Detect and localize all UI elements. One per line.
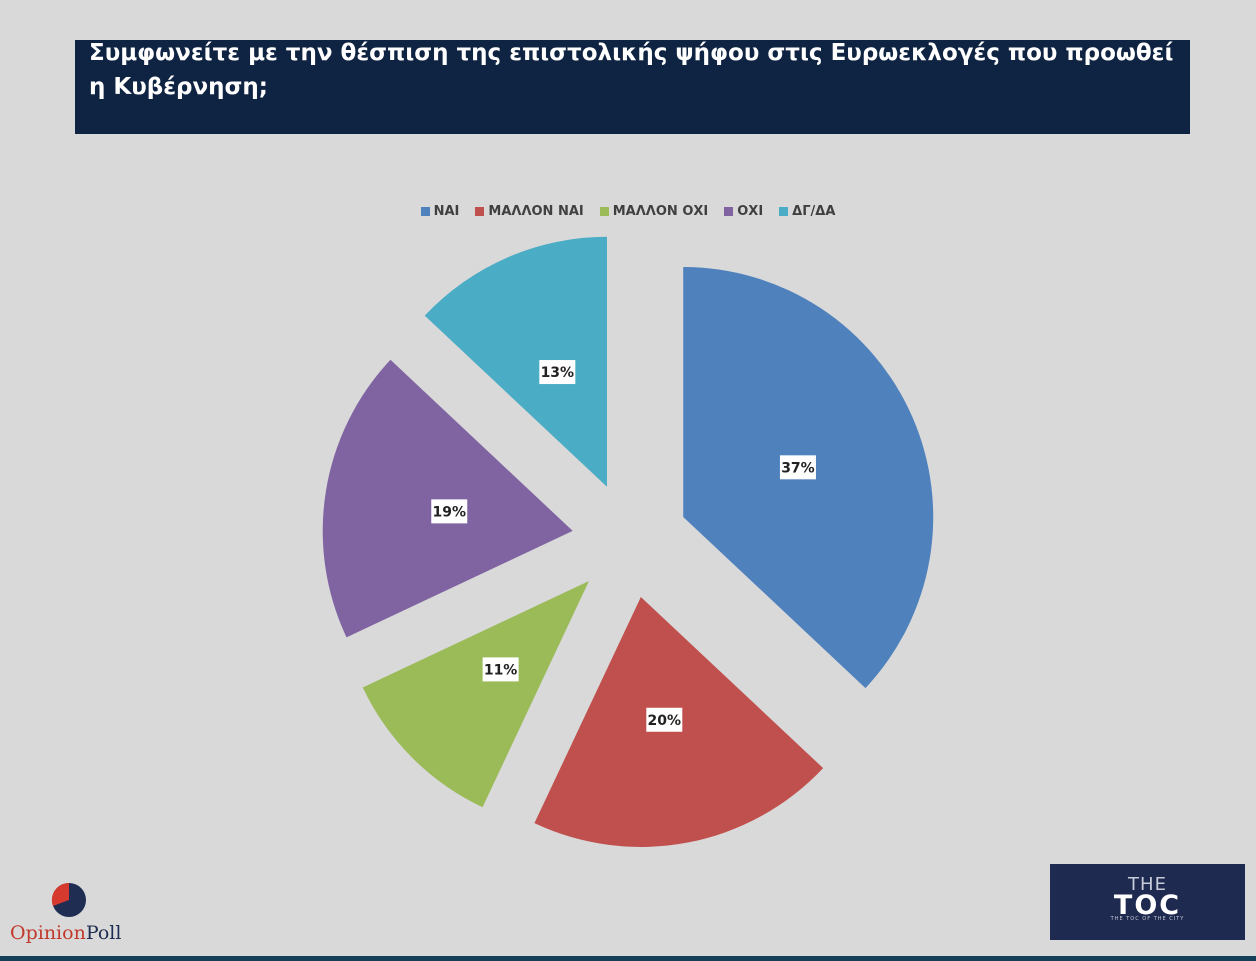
- the-toc-logo-sub: THE TOC OF THE CITY: [1110, 916, 1185, 922]
- pie-slice-4: [424, 236, 607, 487]
- opinionpoll-logo-text: OpinionPoll: [10, 922, 121, 944]
- legend-label-1: ΜΑΛΛΟΝ ΝΑΙ: [488, 204, 584, 219]
- legend-label-2: ΜΑΛΛΟΝ ΟΧΙ: [612, 204, 709, 219]
- the-toc-logo-the: THE: [1128, 874, 1167, 895]
- legend-swatch-4: [779, 207, 789, 216]
- data-label-bg-2: [482, 657, 519, 682]
- legend-item-0: ΝΑΙ: [420, 204, 460, 219]
- data-label-3: 19%: [431, 499, 468, 524]
- data-label-text-3: 19%: [432, 504, 466, 520]
- pie-slice-3: [322, 359, 573, 638]
- data-label-text-4: 13%: [541, 365, 575, 381]
- chart-legend: ΝΑΙ ΜΑΛΛΟΝ ΝΑΙ ΜΑΛΛΟΝ ΟΧΙ ΟΧΙ ΔΓ/ΔΑ: [0, 204, 1256, 219]
- legend-label-3: ΟΧΙ: [737, 204, 764, 219]
- opinionpoll-logo-poll: Poll: [85, 922, 122, 944]
- legend-swatch-1: [475, 207, 485, 216]
- data-label-1: 20%: [646, 707, 683, 732]
- data-label-2: 11%: [482, 657, 519, 682]
- the-toc-logo-main: TOC: [1113, 890, 1182, 921]
- title-bar: Συμφωνείτε με την θέσπιση της επιστολική…: [75, 40, 1190, 134]
- opinionpoll-logo-mark: [51, 882, 86, 917]
- data-label-bg-4: [539, 360, 576, 385]
- legend-item-4: ΔΓ/ΔΑ: [779, 204, 835, 219]
- data-label-0: 37%: [779, 455, 816, 480]
- data-label-bg-3: [431, 499, 468, 524]
- legend-swatch-0: [420, 207, 430, 216]
- data-label-bg-0: [779, 455, 816, 480]
- legend-swatch-2: [599, 207, 609, 216]
- the-toc-logo: THE TOC THE TOC OF THE CITY: [1050, 864, 1245, 940]
- legend-item-1: ΜΑΛΛΟΝ ΝΑΙ: [475, 204, 584, 219]
- legend-item-3: ΟΧΙ: [724, 204, 763, 219]
- data-label-text-1: 20%: [648, 713, 682, 729]
- pie-slice-2: [362, 581, 589, 808]
- legend-label-4: ΔΓ/ΔΑ: [792, 204, 836, 219]
- data-label-text-2: 11%: [484, 662, 518, 678]
- legend-label-0: ΝΑΙ: [433, 204, 460, 219]
- data-label-4: 13%: [539, 360, 576, 385]
- legend-item-2: ΜΑΛΛΟΝ ΟΧΙ: [599, 204, 709, 219]
- legend-swatch-3: [724, 207, 734, 216]
- bottom-strip: [0, 956, 1256, 961]
- opinionpoll-logo: OpinionPoll: [8, 880, 133, 950]
- chart-title: Συμφωνείτε με την θέσπιση της επιστολική…: [89, 40, 1174, 100]
- opinionpoll-logo-opinion: Opinion: [10, 922, 86, 944]
- data-label-text-0: 37%: [781, 460, 815, 476]
- data-label-bg-1: [646, 707, 683, 732]
